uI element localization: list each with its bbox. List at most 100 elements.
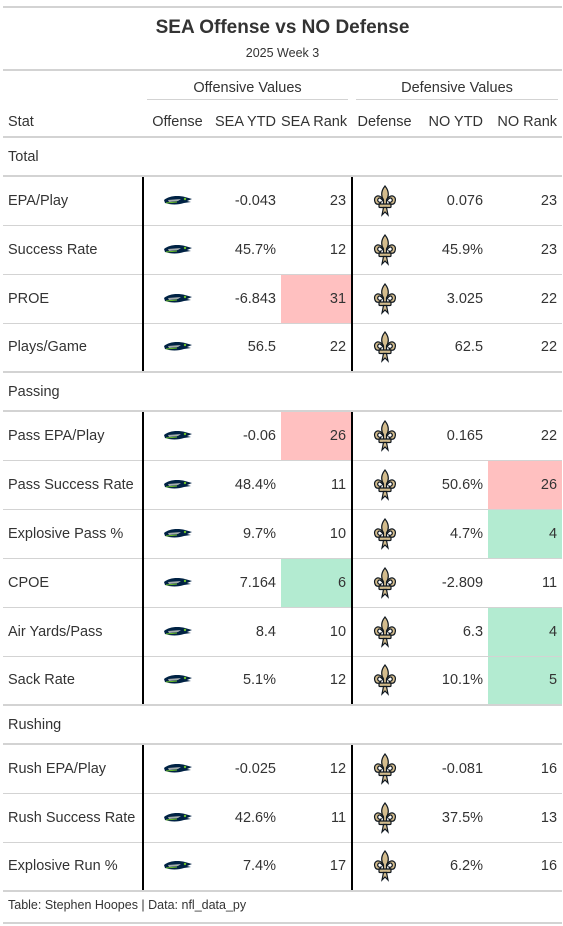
group-row: Passing — [3, 372, 563, 412]
defense-logo-cell — [351, 656, 418, 706]
sea-rank-cell: 10 — [281, 607, 353, 657]
sea-rank-cell: 31 — [281, 274, 353, 324]
no-rank-cell: 16 — [488, 744, 563, 794]
table-row: Rush Success Rate 42.6% 11 37.5% 13 — [3, 793, 563, 843]
group-row: Rushing — [3, 705, 563, 745]
stat-cell: CPOE — [3, 558, 143, 608]
stat-cell: Explosive Run % — [3, 842, 143, 892]
offense-logo-cell — [142, 842, 212, 892]
sea-ytd-cell: 9.7% — [212, 509, 281, 559]
seahawks-logo-icon — [164, 342, 192, 351]
no-ytd-cell: -0.081 — [417, 744, 489, 794]
defense-logo-cell — [351, 842, 418, 892]
no-rank-cell: 11 — [488, 558, 563, 608]
offense-logo-cell — [142, 411, 212, 461]
sea-rank-cell: 12 — [281, 656, 353, 706]
seahawks-logo-icon — [164, 626, 192, 636]
saints-fleur-de-lis-icon — [373, 664, 397, 697]
no-rank-cell: 16 — [488, 842, 563, 892]
offense-logo-cell — [142, 656, 212, 706]
table-row: Pass Success Rate 48.4% 11 50.6% 26 — [3, 460, 563, 510]
stat-cell: Rush EPA/Play — [3, 744, 143, 794]
no-ytd-cell: 45.9% — [417, 225, 489, 275]
no-ytd-cell: 6.3 — [417, 607, 489, 657]
no-rank-cell: 22 — [488, 274, 563, 324]
sea-rank-cell: 6 — [281, 558, 353, 608]
seahawks-logo-icon — [164, 195, 192, 205]
no-ytd-cell: -2.809 — [417, 558, 489, 608]
no-ytd-cell: 62.5 — [417, 323, 489, 373]
sea-ytd-cell: 45.7% — [212, 225, 281, 275]
sea-ytd-cell: 5.1% — [212, 656, 281, 706]
defense-logo-cell — [351, 607, 418, 657]
offense-logo-cell — [142, 225, 212, 275]
table-row: CPOE 7.164 6 -2.809 11 — [3, 558, 563, 608]
bottom-rule — [3, 922, 562, 924]
stat-cell: EPA/Play — [3, 176, 143, 226]
saints-fleur-de-lis-icon — [373, 331, 397, 364]
no-ytd-cell: 50.6% — [417, 460, 489, 510]
defense-logo-cell — [351, 411, 418, 461]
table-row: Explosive Run % 7.4% 17 6.2% 16 — [3, 842, 563, 892]
col-offense: Offense — [143, 104, 212, 138]
offense-logo-cell — [142, 274, 212, 324]
no-ytd-cell: 0.076 — [417, 176, 489, 226]
table-row: PROE -6.843 31 3.025 22 — [3, 274, 563, 324]
stats-table-card: SEA Offense vs NO Defense 2025 Week 3 Of… — [3, 6, 563, 924]
stat-cell: Pass Success Rate — [3, 460, 143, 510]
defense-logo-cell — [351, 460, 418, 510]
no-rank-cell: 26 — [488, 460, 563, 510]
saints-fleur-de-lis-icon — [373, 850, 397, 883]
offense-logo-cell — [142, 323, 212, 373]
saints-fleur-de-lis-icon — [373, 419, 397, 452]
table-row: Rush EPA/Play -0.025 12 -0.081 16 — [3, 744, 563, 794]
header-rule — [3, 69, 562, 71]
defense-logo-cell — [351, 558, 418, 608]
table-source-note: Table: Stephen Hoopes | Data: nfl_data_p… — [8, 898, 247, 912]
col-defense: Defense — [352, 104, 418, 138]
seahawks-logo-icon — [164, 812, 192, 822]
sea-rank-cell: 23 — [281, 176, 353, 226]
table-row: Success Rate 45.7% 12 45.9% 23 — [3, 225, 563, 275]
offense-logo-cell — [142, 607, 212, 657]
seahawks-logo-icon — [164, 861, 192, 870]
seahawks-logo-icon — [164, 293, 192, 303]
sea-ytd-cell: 8.4 — [212, 607, 281, 657]
offense-logo-cell — [142, 558, 212, 608]
saints-fleur-de-lis-icon — [373, 282, 397, 315]
defense-logo-cell — [351, 274, 418, 324]
col-no-ytd: NO YTD — [417, 104, 489, 138]
no-ytd-cell: 0.165 — [417, 411, 489, 461]
sea-rank-cell: 11 — [281, 460, 353, 510]
sea-rank-cell: 11 — [281, 793, 353, 843]
stat-cell: Air Yards/Pass — [3, 607, 143, 657]
sea-ytd-cell: -0.043 — [212, 176, 281, 226]
saints-fleur-de-lis-icon — [373, 517, 397, 550]
stats-table: Offensive Values Defensive Values Stat O… — [3, 71, 563, 892]
saints-fleur-de-lis-icon — [373, 566, 397, 599]
saints-fleur-de-lis-icon — [373, 801, 397, 834]
defense-logo-cell — [351, 744, 418, 794]
no-rank-cell: 4 — [488, 509, 563, 559]
col-sea-rank: SEA Rank — [281, 104, 353, 138]
sea-ytd-cell: -6.843 — [212, 274, 281, 324]
sea-ytd-cell: 7.4% — [212, 842, 281, 892]
group-label: Total — [3, 137, 563, 177]
group-label: Passing — [3, 372, 563, 412]
col-no-rank: NO Rank — [488, 104, 563, 138]
defense-logo-cell — [351, 509, 418, 559]
offense-logo-cell — [142, 176, 212, 226]
sea-ytd-cell: 7.164 — [212, 558, 281, 608]
stat-cell: Rush Success Rate — [3, 793, 143, 843]
table-row: Sack Rate 5.1% 12 10.1% 5 — [3, 656, 563, 706]
defense-logo-cell — [351, 225, 418, 275]
col-sea-ytd: SEA YTD — [212, 104, 281, 138]
offense-logo-cell — [142, 460, 212, 510]
stat-cell: PROE — [3, 274, 143, 324]
sea-ytd-cell: 48.4% — [212, 460, 281, 510]
table-row: Air Yards/Pass 8.4 10 6.3 4 — [3, 607, 563, 657]
sea-rank-cell: 12 — [281, 744, 353, 794]
no-rank-cell: 4 — [488, 607, 563, 657]
table-row: Plays/Game 56.5 22 62.5 22 — [3, 323, 563, 373]
stat-cell: Plays/Game — [3, 323, 143, 373]
